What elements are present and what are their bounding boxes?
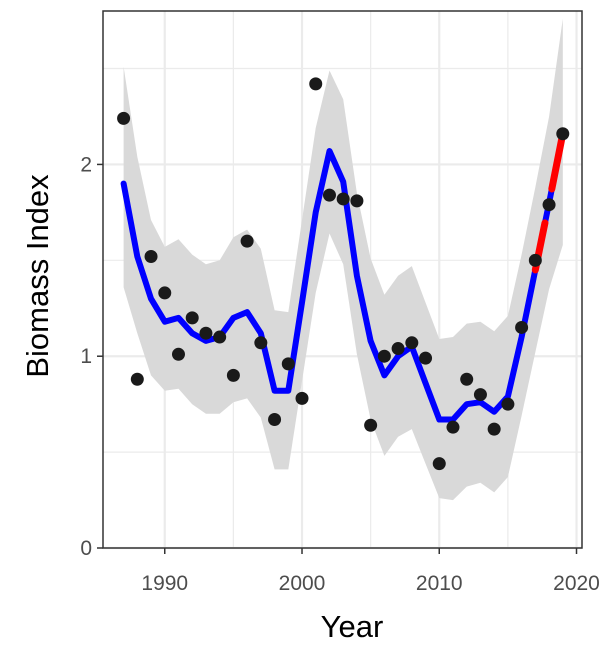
- x-tick-label: 2010: [416, 572, 463, 595]
- data-points-layer: [117, 77, 570, 471]
- x-tick-label: 2020: [553, 572, 600, 595]
- data-point: [432, 457, 446, 471]
- data-point: [405, 336, 419, 350]
- data-point: [556, 127, 570, 141]
- x-tick-label: 2000: [279, 572, 326, 595]
- x-tick-label: 1990: [141, 572, 188, 595]
- panel-border: [102, 10, 583, 549]
- data-point: [446, 420, 460, 434]
- data-point: [281, 357, 295, 371]
- data-point: [309, 77, 323, 91]
- data-point: [336, 192, 350, 206]
- x-axis-title: Year: [321, 609, 384, 644]
- data-point: [487, 422, 501, 436]
- data-point: [199, 326, 213, 340]
- data-point: [528, 253, 542, 267]
- data-point: [295, 391, 309, 405]
- data-point: [419, 351, 433, 365]
- y-tick-label: 2: [80, 153, 92, 176]
- trend-line: [120, 130, 566, 423]
- data-point: [226, 368, 240, 382]
- axis-ticks-layer: [97, 163, 578, 554]
- data-point: [158, 286, 172, 300]
- data-point: [268, 413, 282, 427]
- tick-labels-layer: 1990 2000 2010 2020 0 1 2: [80, 153, 600, 595]
- data-point: [171, 347, 185, 361]
- trend-highlight-segment: [548, 130, 567, 193]
- data-point: [185, 311, 199, 325]
- data-point: [515, 320, 529, 334]
- data-point: [144, 249, 158, 263]
- data-point: [460, 372, 474, 386]
- data-point: [501, 397, 515, 411]
- data-point: [213, 330, 227, 344]
- data-point: [130, 372, 144, 386]
- data-point: [350, 194, 364, 208]
- data-point: [254, 336, 268, 350]
- data-point: [364, 418, 378, 432]
- y-axis-title: Biomass Index: [20, 174, 55, 378]
- data-point: [391, 342, 405, 356]
- data-point: [240, 234, 254, 248]
- y-tick-label: 1: [80, 345, 92, 368]
- data-point: [322, 188, 336, 202]
- data-point: [473, 388, 487, 402]
- data-point: [117, 111, 131, 125]
- data-point: [377, 349, 391, 363]
- y-tick-label: 0: [80, 537, 92, 560]
- data-point: [542, 198, 556, 212]
